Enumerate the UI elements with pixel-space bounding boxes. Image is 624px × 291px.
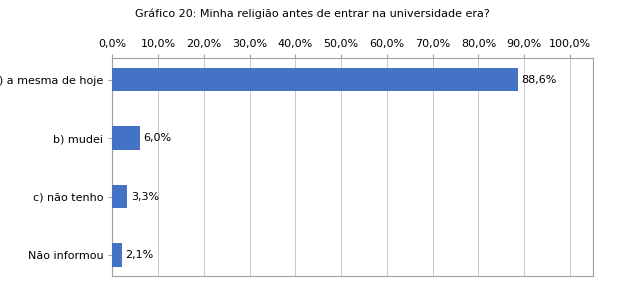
Bar	[112, 127, 140, 150]
Bar	[112, 68, 518, 91]
Text: 6,0%: 6,0%	[144, 133, 172, 143]
Text: 88,6%: 88,6%	[522, 75, 557, 85]
Text: 3,3%: 3,3%	[131, 191, 159, 201]
Text: Gráfico 20: Minha religião antes de entrar na universidade era?: Gráfico 20: Minha religião antes de entr…	[135, 9, 489, 19]
Bar	[112, 243, 122, 267]
Text: 2,1%: 2,1%	[125, 250, 154, 260]
Bar	[112, 185, 127, 208]
